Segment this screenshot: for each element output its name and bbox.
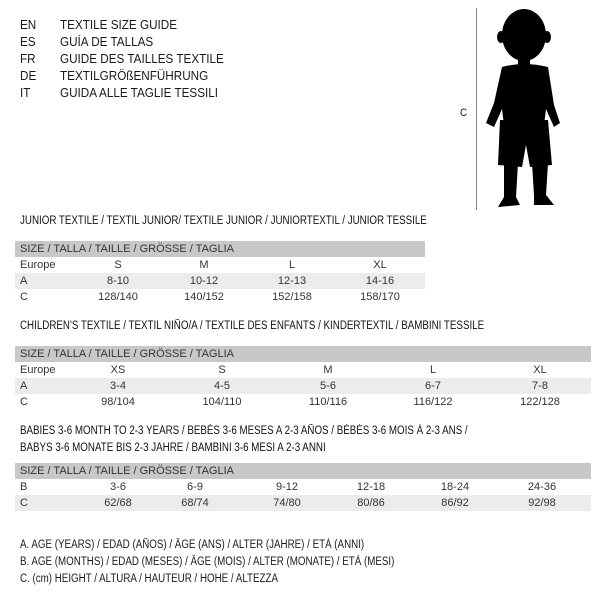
table-cell: 62/68: [104, 497, 132, 509]
language-title: GUIDA ALLE TAGLIE TESSILI: [60, 85, 219, 100]
table-row: C 62/68 68/74 74/80 80/86 86/92 92/98: [15, 495, 591, 511]
table-cell: L: [288, 259, 296, 271]
babies-heading-1: BABIES 3-6 MONTH TO 2-3 YEARS / BEBÉS 3-…: [20, 425, 468, 437]
children-heading-text: CHILDREN'S TEXTILE / TEXTIL NIÑO/A / TEX…: [20, 320, 485, 332]
size-header-row: SIZE / TALLA / TAILLE / GRÖSSE / TAGLIA: [15, 463, 591, 479]
height-line: [476, 8, 477, 210]
table-cell: 10-12: [189, 275, 219, 287]
table-row: C 98/104 104/110 110/116 116/122 122/128: [15, 394, 591, 410]
table-cell: 158/170: [360, 291, 400, 303]
table-cell: 6-7: [425, 380, 441, 392]
row-label: B: [20, 481, 28, 493]
table-cell: M: [323, 364, 333, 376]
language-code: DE: [20, 68, 37, 83]
language-title: TEXTILE SIZE GUIDE: [60, 17, 178, 32]
table-cell: 7-8: [532, 380, 548, 392]
size-header-row: SIZE / TALLA / TAILLE / GRÖSSE / TAGLIA: [15, 241, 425, 257]
table-cell: 152/158: [272, 291, 312, 303]
table-cell: 14-16: [365, 275, 395, 287]
table-cell: 98/104: [101, 396, 135, 408]
table-cell: 4-5: [214, 380, 230, 392]
table-cell: 18-24: [440, 481, 470, 493]
table-row: Europe S M L XL: [15, 257, 425, 273]
junior-size-table: SIZE / TALLA / TAILLE / GRÖSSE / TAGLIA E…: [15, 241, 425, 305]
table-cell: 116/122: [413, 396, 453, 408]
babies-size-table: SIZE / TALLA / TAILLE / GRÖSSE / TAGLIA B…: [15, 463, 591, 511]
table-cell: 6-9: [187, 481, 203, 493]
babies-heading-2: BABYS 3-6 MONATE BIS 2-3 JAHRE / BAMBINI…: [20, 442, 326, 454]
row-label: Europe: [20, 364, 56, 376]
table-cell: 12-13: [277, 275, 307, 287]
row-label: A: [20, 380, 28, 392]
table-cell: XL: [533, 364, 547, 376]
table-row: A 3-4 4-5 5-6 6-7 7-8: [15, 378, 591, 394]
legend-b: B. AGE (MONTHS) / EDAD (MESES) / ÂGE (MO…: [20, 556, 395, 568]
table-cell: 5-6: [320, 380, 336, 392]
table-cell: 122/128: [520, 396, 560, 408]
language-title: GUÍA DE TALLAS: [60, 34, 154, 49]
table-cell: 12-18: [356, 481, 386, 493]
table-cell: L: [429, 364, 437, 376]
language-title: TEXTILGRÖßENFÜHRUNG: [60, 68, 209, 83]
language-code: ES: [20, 34, 36, 49]
junior-heading: JUNIOR TEXTILE / TEXTIL JUNIOR/ TEXTILE …: [20, 215, 427, 227]
table-cell: M: [199, 259, 209, 271]
table-row: A 8-10 10-12 12-13 14-16: [15, 273, 425, 289]
table-cell: 140/152: [184, 291, 224, 303]
table-cell: 128/140: [98, 291, 138, 303]
table-cell: 3-4: [110, 380, 126, 392]
table-cell: XS: [110, 364, 126, 376]
child-silhouette-icon: [486, 9, 560, 207]
table-row: C 128/140 140/152 152/158 158/170: [15, 289, 425, 305]
language-code: FR: [20, 51, 36, 66]
row-label: C: [20, 396, 28, 408]
table-cell: 104/110: [202, 396, 242, 408]
legend-c: C. (cm) HEIGHT / ALTURA / HAUTEUR / HÖHE…: [20, 573, 278, 585]
table-cell: 3-6: [110, 481, 126, 493]
table-cell: 92/98: [528, 497, 556, 509]
legend-a: A. AGE (YEARS) / EDAD (AÑOS) / ÂGE (ANS)…: [20, 539, 365, 551]
table-cell: 68/74: [181, 497, 209, 509]
size-header: SIZE / TALLA / TAILLE / GRÖSSE / TAGLIA: [20, 348, 234, 360]
size-header-row: SIZE / TALLA / TAILLE / GRÖSSE / TAGLIA: [15, 346, 591, 362]
language-title: GUIDE DES TAILLES TEXTILE: [60, 51, 224, 66]
table-row: B 3-6 6-9 9-12 12-18 18-24 24-36: [15, 479, 591, 495]
table-cell: 74/80: [273, 497, 301, 509]
height-label: C: [460, 107, 468, 119]
table-cell: 80/86: [357, 497, 385, 509]
table-row: Europe XS S M L XL: [15, 362, 591, 378]
table-cell: XL: [373, 259, 387, 271]
table-cell: 9-12: [275, 481, 299, 493]
table-cell: 8-10: [106, 275, 130, 287]
row-label: Europe: [20, 259, 56, 271]
table-cell: 110/116: [308, 396, 348, 408]
size-header: SIZE / TALLA / TAILLE / GRÖSSE / TAGLIA: [20, 243, 234, 255]
children-size-table: SIZE / TALLA / TAILLE / GRÖSSE / TAGLIA E…: [15, 346, 591, 410]
table-cell: 86/92: [441, 497, 469, 509]
row-label: C: [20, 497, 28, 509]
row-label: A: [20, 275, 28, 287]
size-header: SIZE / TALLA / TAILLE / GRÖSSE / TAGLIA: [20, 465, 234, 477]
children-heading: CHILDREN'S TEXTILE / TEXTIL NIÑO/A / TEX…: [20, 320, 484, 332]
table-cell: S: [114, 259, 122, 271]
row-label: C: [20, 291, 28, 303]
table-cell: S: [218, 364, 226, 376]
table-cell: 24-36: [527, 481, 557, 493]
language-code: IT: [20, 85, 31, 100]
language-code: EN: [20, 17, 37, 32]
